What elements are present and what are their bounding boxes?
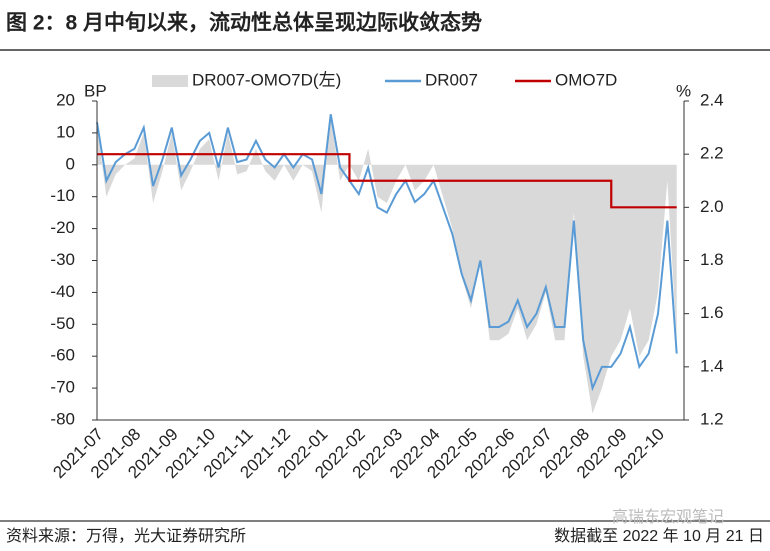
y-tick-label: 0 [66, 154, 75, 173]
y2-tick-label: 2.2 [700, 144, 724, 163]
source: 资料来源：万得，光大证券研究所 [6, 527, 246, 545]
line [97, 153, 677, 209]
y2-tick-label: 1.6 [700, 303, 724, 322]
legend-label: DR007-OMO7D(左) [192, 70, 341, 89]
y2-tick-label: 1.8 [700, 250, 724, 269]
y-tick-label: -20 [50, 218, 75, 237]
chart-title: 图 2：8 月中旬以来，流动性总体呈现边际收敛态势 [6, 11, 482, 35]
y2-tick-label: 1.4 [700, 356, 724, 375]
legend-label: OMO7D [555, 70, 617, 89]
watermark: 高瑞东宏观笔记 [612, 508, 724, 526]
legend-label: DR007 [425, 70, 478, 89]
y2-axis-label: % [676, 81, 691, 100]
y-tick-label: 20 [56, 90, 75, 109]
y-tick-label: -40 [50, 282, 75, 301]
y-tick-label: -60 [50, 346, 75, 365]
y-tick-label: 10 [56, 122, 75, 141]
legend-swatch [152, 75, 188, 87]
y-tick-label: -10 [50, 186, 75, 205]
y2-tick-label: 2.4 [700, 90, 724, 109]
y2-tick-label: 2.0 [700, 197, 724, 216]
area [97, 116, 677, 414]
y-axis-label: BP [84, 81, 107, 100]
y-tick-label: -30 [50, 250, 75, 269]
y-tick-label: -50 [50, 314, 75, 333]
y2-tick-label: 1.2 [700, 409, 724, 428]
y-tick-label: -70 [50, 378, 75, 397]
y-tick-label: -80 [50, 409, 75, 428]
note: 数据截至 2022 年 10 月 21 日 [554, 527, 764, 545]
